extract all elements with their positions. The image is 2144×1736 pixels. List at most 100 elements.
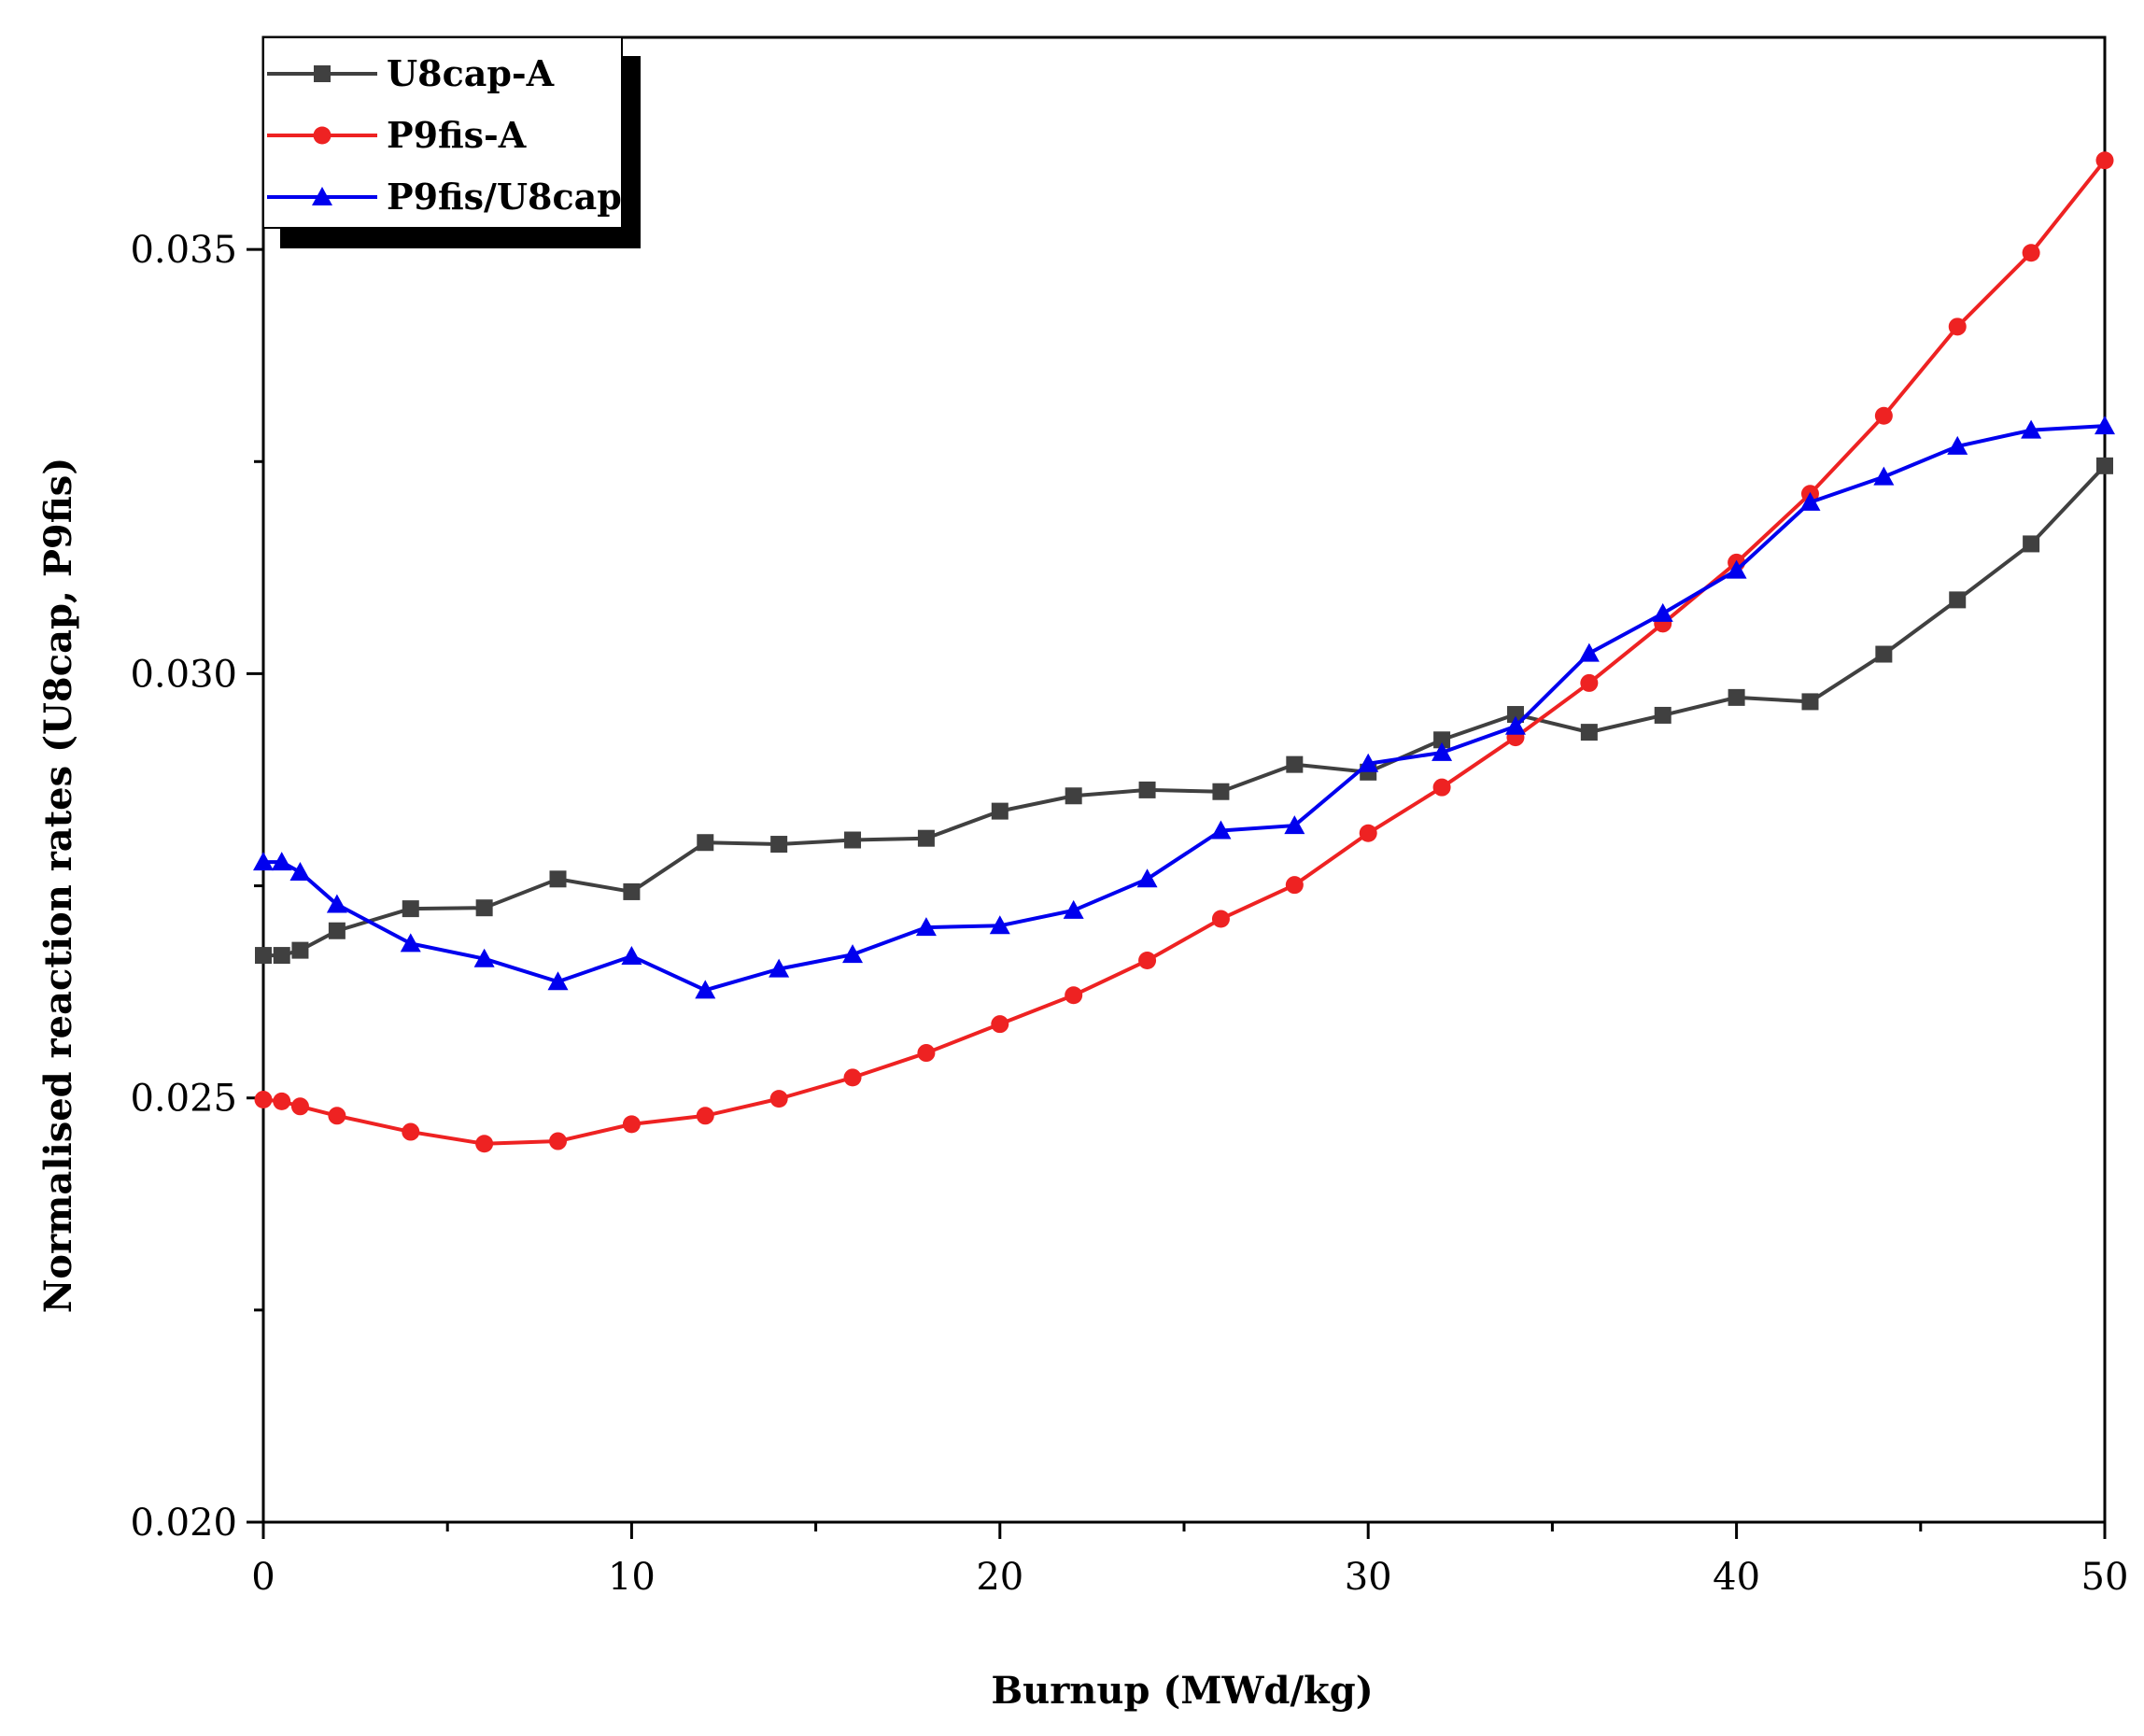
- data-point-p9fis-a: [917, 1044, 936, 1063]
- data-point-p9fis-u8cap: [547, 971, 569, 991]
- data-point-u8cap-a: [770, 836, 788, 854]
- data-point-p9fis-u8cap: [2021, 419, 2042, 439]
- data-point-p9fis-a: [622, 1115, 641, 1134]
- data-point-u8cap-a: [697, 834, 714, 852]
- data-point-p9fis-u8cap: [1210, 820, 1232, 840]
- data-point-p9fis-a: [1285, 876, 1304, 895]
- x-tick-label: 40: [1713, 1556, 1760, 1599]
- series-line-p9fis-u8cap: [263, 424, 2106, 993]
- data-point-u8cap-a: [2096, 457, 2113, 474]
- y-tick-label: 0.025: [130, 1078, 237, 1121]
- y-tick-label: 0.020: [130, 1502, 237, 1545]
- data-point-u8cap-a: [1286, 755, 1304, 773]
- data-point-u8cap-a: [273, 947, 290, 965]
- data-point-u8cap-a: [1065, 787, 1082, 805]
- data-point-u8cap-a: [291, 941, 309, 959]
- data-point-p9fis-u8cap: [1726, 559, 1747, 579]
- data-point-p9fis-u8cap: [1358, 753, 1379, 772]
- data-point-u8cap-a: [917, 829, 935, 847]
- data-point-p9fis-u8cap: [1947, 435, 1968, 455]
- data-point-p9fis-a: [1948, 318, 1967, 336]
- plot-border: [261, 35, 2107, 1524]
- data-point-p9fis-u8cap: [1652, 602, 1673, 622]
- y-tick-label: 0.035: [130, 229, 237, 272]
- y-axis-title: Normalised reaction rates (U8cap, P9fis): [36, 458, 80, 1314]
- data-point-p9fis-a: [769, 1090, 788, 1108]
- data-point-p9fis-a: [696, 1107, 714, 1125]
- data-point-p9fis-a: [1432, 778, 1451, 797]
- data-point-u8cap-a: [2023, 535, 2040, 553]
- data-point-p9fis-a: [2095, 151, 2114, 170]
- data-point-p9fis-u8cap: [1432, 741, 1453, 761]
- data-point-p9fis-u8cap: [473, 948, 495, 967]
- plot-frame: [261, 35, 2107, 1524]
- series-p9fis-u8cap: [253, 416, 2115, 999]
- data-point-p9fis-u8cap: [695, 980, 716, 999]
- x-axis: 0 10 20 30 40 50: [251, 1522, 2128, 1599]
- data-point-p9fis-a: [1874, 406, 1893, 425]
- data-point-u8cap-a: [1728, 688, 1745, 706]
- data-point-u8cap-a: [549, 870, 567, 888]
- x-tick-label: 20: [976, 1556, 1023, 1599]
- x-tick-label: 50: [2081, 1556, 2129, 1599]
- data-point-u8cap-a: [402, 900, 419, 918]
- data-point-p9fis-a: [254, 1091, 273, 1109]
- data-point-p9fis-u8cap: [253, 852, 274, 871]
- x-tick-label: 10: [608, 1556, 656, 1599]
- data-point-p9fis-u8cap: [326, 894, 347, 913]
- data-point-u8cap-a: [991, 802, 1009, 820]
- data-point-p9fis-a: [1065, 986, 1083, 1005]
- data-point-p9fis-a: [1359, 824, 1377, 842]
- data-point-p9fis-a: [843, 1068, 862, 1087]
- legend-marker-p9fis-u8cap: [312, 187, 332, 205]
- data-point-u8cap-a: [1875, 645, 1893, 663]
- data-point-p9fis-u8cap: [1578, 642, 1600, 662]
- series-u8cap-a: [255, 457, 2113, 965]
- data-point-p9fis-u8cap: [1284, 815, 1305, 835]
- series-p9fis-a: [254, 151, 2114, 1153]
- data-point-p9fis-u8cap: [289, 862, 311, 882]
- data-point-u8cap-a: [1654, 706, 1671, 724]
- data-point-u8cap-a: [1212, 783, 1230, 800]
- data-point-u8cap-a: [1580, 724, 1598, 741]
- data-point-p9fis-a: [290, 1097, 309, 1116]
- data-point-p9fis-u8cap: [915, 917, 937, 937]
- data-point-u8cap-a: [1433, 731, 1451, 749]
- data-point-u8cap-a: [623, 882, 641, 900]
- legend-marker-p9fis-a: [313, 126, 331, 145]
- data-point-p9fis-u8cap: [1136, 868, 1158, 888]
- data-point-p9fis-u8cap: [400, 933, 421, 953]
- legend-items: U8cap-A P9fis-A P9fis/U8cap: [267, 52, 622, 218]
- data-point-p9fis-u8cap: [2095, 416, 2115, 435]
- data-point-p9fis-a: [328, 1107, 346, 1125]
- series-layer: [253, 151, 2115, 1153]
- data-point-u8cap-a: [1949, 591, 1967, 609]
- legend: U8cap-A P9fis-A P9fis/U8cap: [262, 36, 641, 248]
- data-point-p9fis-u8cap: [621, 945, 642, 965]
- legend-label-p9fis-a: P9fis-A: [387, 114, 527, 156]
- data-point-u8cap-a: [844, 831, 862, 849]
- x-axis-title: Burnup (MWd/kg): [991, 1669, 1373, 1713]
- x-tick-label: 30: [1345, 1556, 1392, 1599]
- y-axis: 0.020 0.025 0.030 0.035: [130, 229, 263, 1545]
- data-point-p9fis-u8cap: [1799, 491, 1821, 511]
- data-point-u8cap-a: [328, 922, 346, 939]
- data-point-p9fis-a: [1138, 952, 1157, 970]
- data-point-p9fis-a: [402, 1122, 420, 1141]
- data-point-p9fis-u8cap: [1504, 715, 1526, 735]
- data-point-u8cap-a: [255, 947, 272, 965]
- series-line-p9fis-a: [262, 159, 2107, 1146]
- data-point-p9fis-a: [273, 1092, 291, 1110]
- legend-label-p9fis-u8cap: P9fis/U8cap: [387, 176, 622, 218]
- data-point-p9fis-u8cap: [1063, 899, 1084, 919]
- x-tick-label: 0: [251, 1556, 275, 1599]
- data-point-p9fis-u8cap: [769, 958, 790, 978]
- data-point-p9fis-a: [1580, 673, 1599, 692]
- data-point-p9fis-a: [2022, 244, 2040, 262]
- data-point-p9fis-u8cap: [1873, 466, 1895, 486]
- data-point-p9fis-u8cap: [989, 915, 1010, 935]
- data-point-p9fis-u8cap: [271, 852, 292, 871]
- data-point-p9fis-a: [549, 1132, 568, 1150]
- data-point-p9fis-u8cap: [842, 944, 864, 964]
